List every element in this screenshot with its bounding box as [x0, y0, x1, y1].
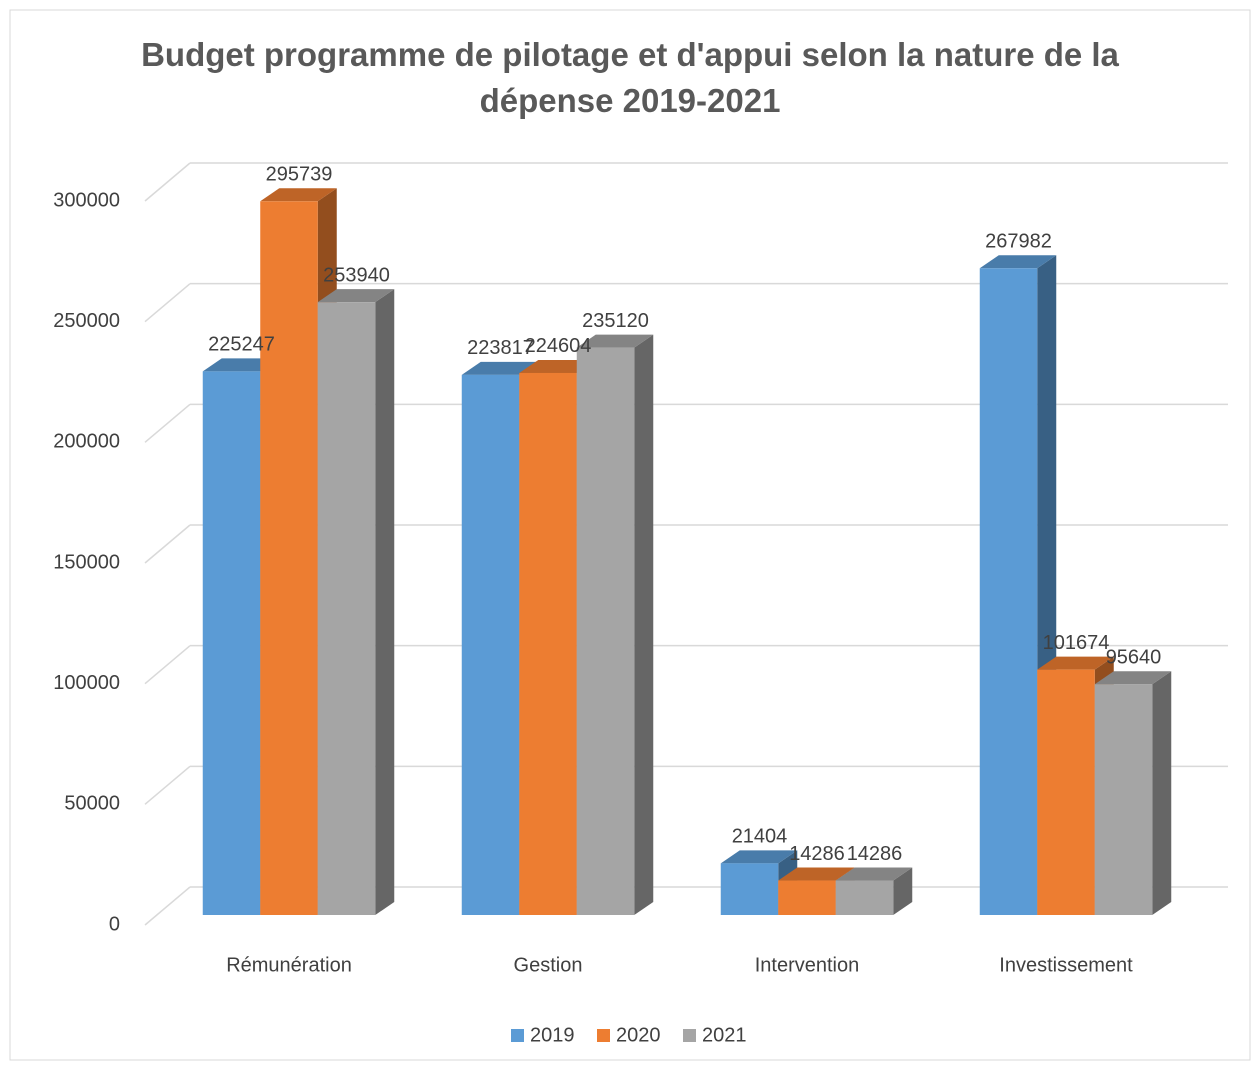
- bar: [979, 268, 1038, 915]
- bar-top: [317, 289, 395, 303]
- data-label: 101674: [1043, 632, 1110, 654]
- data-label: 224604: [525, 335, 592, 357]
- bar-top: [202, 358, 280, 372]
- grid-line: [144, 524, 191, 564]
- data-label: 253940: [323, 264, 390, 286]
- bar-top: [576, 334, 654, 348]
- grid-line: [144, 886, 191, 926]
- data-label: 95640: [1106, 646, 1162, 668]
- x-tick-label: Investissement: [999, 954, 1133, 976]
- legend-swatch: [511, 1029, 524, 1042]
- bar: [317, 302, 376, 915]
- bar: [519, 372, 577, 915]
- y-tick-label: 0: [109, 913, 120, 935]
- bar-top: [1094, 671, 1172, 685]
- bar: [778, 880, 836, 915]
- data-label: 21404: [732, 826, 788, 848]
- legend-swatch: [683, 1029, 696, 1042]
- data-label: 223817: [467, 337, 534, 359]
- data-label: 14286: [789, 843, 845, 865]
- y-tick-label: 100000: [53, 672, 120, 694]
- bar: [461, 374, 520, 915]
- grid-line: [144, 645, 191, 685]
- data-label: 295739: [266, 164, 333, 186]
- bar-top: [778, 867, 855, 881]
- bar-side: [893, 867, 913, 915]
- bar: [720, 863, 779, 915]
- bar: [835, 880, 894, 915]
- data-label: 225247: [208, 334, 275, 356]
- legend-label: 2019: [530, 1024, 575, 1046]
- bar-top: [519, 359, 596, 373]
- bar: [1037, 669, 1095, 915]
- bar-side: [375, 289, 395, 915]
- bar: [1094, 684, 1153, 915]
- grid-line: [144, 765, 191, 805]
- bar: [260, 201, 318, 916]
- bar-top: [835, 867, 913, 881]
- bar-top: [260, 188, 337, 202]
- bar-top: [979, 255, 1057, 269]
- bar: [576, 347, 635, 916]
- grid-line: [144, 283, 191, 323]
- x-tick-label: Intervention: [755, 954, 860, 976]
- bar-side: [634, 334, 654, 916]
- data-label: 267982: [985, 231, 1052, 253]
- data-label: 235120: [582, 310, 649, 332]
- x-tick-label: Rémunération: [226, 954, 352, 976]
- y-tick-label: 200000: [53, 431, 120, 453]
- bar-side: [1152, 671, 1172, 915]
- y-tick-label: 150000: [53, 551, 120, 573]
- x-tick-label: Gestion: [514, 954, 583, 976]
- chart-title: Budget programme de pilotage et d'appui …: [141, 36, 1119, 119]
- grid-line: [144, 162, 191, 202]
- y-tick-label: 250000: [53, 310, 120, 332]
- bar-top: [720, 850, 798, 864]
- data-label: 14286: [847, 843, 903, 865]
- bar: [202, 371, 261, 915]
- grid-line: [144, 403, 191, 443]
- chart-border: [9, 9, 1251, 1061]
- bar-top: [461, 361, 539, 375]
- legend-label: 2020: [616, 1024, 661, 1046]
- y-tick-label: 50000: [64, 793, 120, 815]
- bar-top: [1037, 656, 1114, 670]
- legend-swatch: [597, 1029, 610, 1042]
- legend-label: 2021: [702, 1024, 747, 1046]
- y-tick-label: 300000: [53, 189, 120, 211]
